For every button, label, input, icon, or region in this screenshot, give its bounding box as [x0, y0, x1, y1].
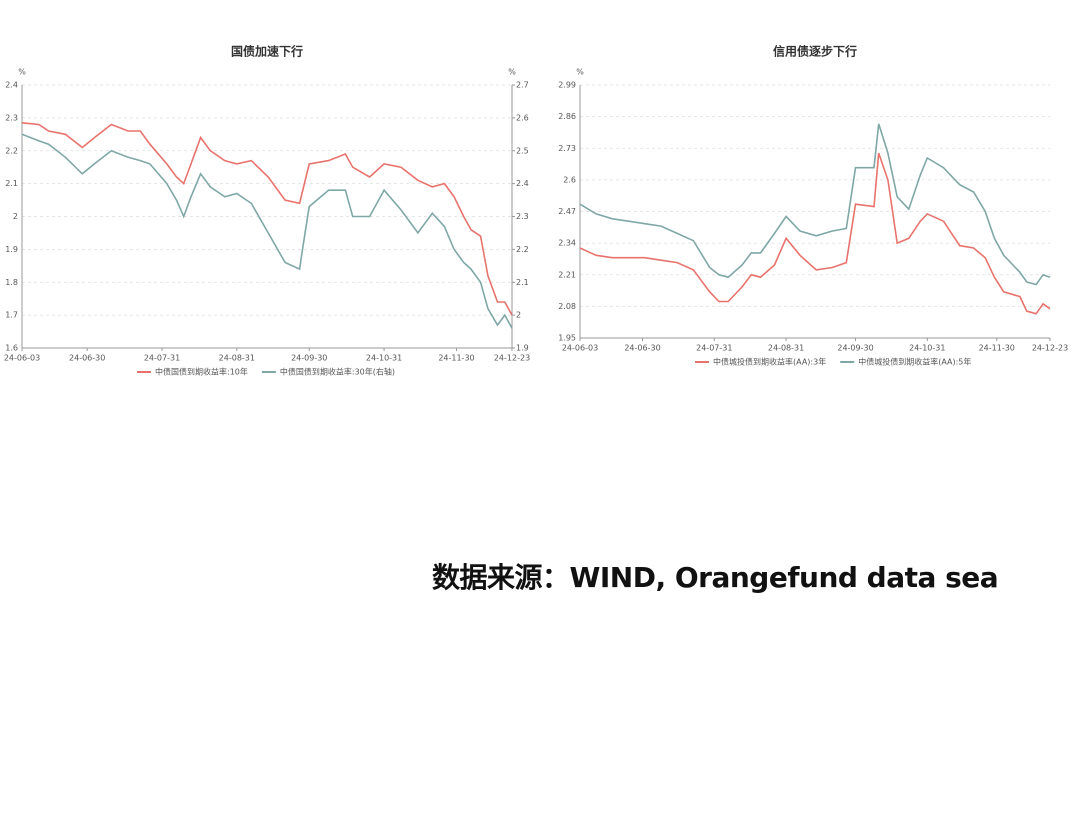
y-tick-label: 1.7 [5, 311, 18, 320]
y-tick-label: 2.3 [5, 113, 18, 122]
y-tick-label: 1.9 [5, 245, 18, 254]
y2-tick-label: 2.2 [516, 245, 529, 254]
y-tick-label: 2.99 [558, 81, 576, 90]
y-tick-label: 2.21 [558, 270, 576, 279]
y2-tick-label: 2.1 [516, 278, 529, 287]
series-line [21, 133, 513, 329]
x-tick-label: 24-12-23 [1032, 344, 1068, 353]
legend-label: 中债国债到期收益率:10年 [155, 367, 248, 377]
series-line [21, 122, 513, 316]
x-tick-label: 24-09-30 [837, 344, 873, 353]
source-note: 数据来源：WIND, Orangefund data sea [432, 561, 999, 594]
legend-label: 中债城投债到期收益率(AA):5年 [858, 357, 971, 367]
series-line [579, 123, 1051, 286]
y-tick-label: 2.1 [5, 179, 18, 188]
y2-tick-label: 2.7 [516, 81, 529, 90]
y-tick-label: 1.8 [5, 278, 18, 287]
legend-label: 中债城投债到期收益率(AA):3年 [713, 357, 826, 367]
series-line [579, 152, 1051, 315]
y2-tick-label: 2.6 [516, 113, 529, 122]
y-tick-label: 1.95 [558, 334, 576, 343]
x-tick-label: 24-09-30 [291, 354, 327, 363]
x-tick-label: 24-06-30 [624, 344, 660, 353]
x-tick-label: 24-07-31 [696, 344, 732, 353]
charts: 国债加速下行% 1.6 1.7 1.8 1.9 2 2.1 2.2 2.3 2.4% 1.9 2 2.1… [4, 44, 1068, 377]
x-tick-label: 24-08-31 [219, 354, 255, 363]
chart-title: 国债加速下行 [231, 44, 303, 59]
y2-unit: % [508, 68, 516, 77]
x-tick-label: 24-12-23 [494, 354, 530, 363]
y-tick-label: 2.2 [5, 146, 18, 155]
x-tick-label: 24-10-31 [366, 354, 402, 363]
x-tick-label: 24-07-31 [144, 354, 180, 363]
x-tick-label: 24-06-30 [69, 354, 105, 363]
y2-tick-label: 2 [516, 311, 521, 320]
y-unit: % [576, 68, 584, 77]
y-tick-label: 2.47 [558, 207, 576, 216]
x-tick-label: 24-11-30 [979, 344, 1015, 353]
x-tick-label: 24-06-03 [562, 344, 598, 353]
legend-label: 中债国债到期收益率:30年(右轴) [280, 367, 395, 377]
y2-tick-label: 2.5 [516, 146, 529, 155]
x-tick-label: 24-11-30 [438, 354, 474, 363]
x-tick-label: 24-10-31 [909, 344, 945, 353]
y-tick-label: 2 [13, 212, 18, 221]
y-tick-label: 2.6 [563, 175, 576, 184]
y-tick-label: 2.86 [558, 112, 576, 121]
y2-tick-label: 1.9 [516, 344, 529, 353]
y-tick-label: 2.08 [558, 302, 576, 311]
y-unit: % [18, 68, 26, 77]
y2-tick-label: 2.3 [516, 212, 529, 221]
y-tick-label: 2.34 [558, 239, 576, 248]
y-tick-label: 2.73 [558, 144, 576, 153]
y2-tick-label: 2.4 [516, 179, 529, 188]
x-tick-label: 24-08-31 [768, 344, 804, 353]
x-tick-label: 24-06-03 [4, 354, 40, 363]
chart-title: 信用债逐步下行 [773, 44, 857, 59]
y-tick-label: 2.4 [5, 81, 18, 90]
y-tick-label: 1.6 [5, 344, 18, 353]
